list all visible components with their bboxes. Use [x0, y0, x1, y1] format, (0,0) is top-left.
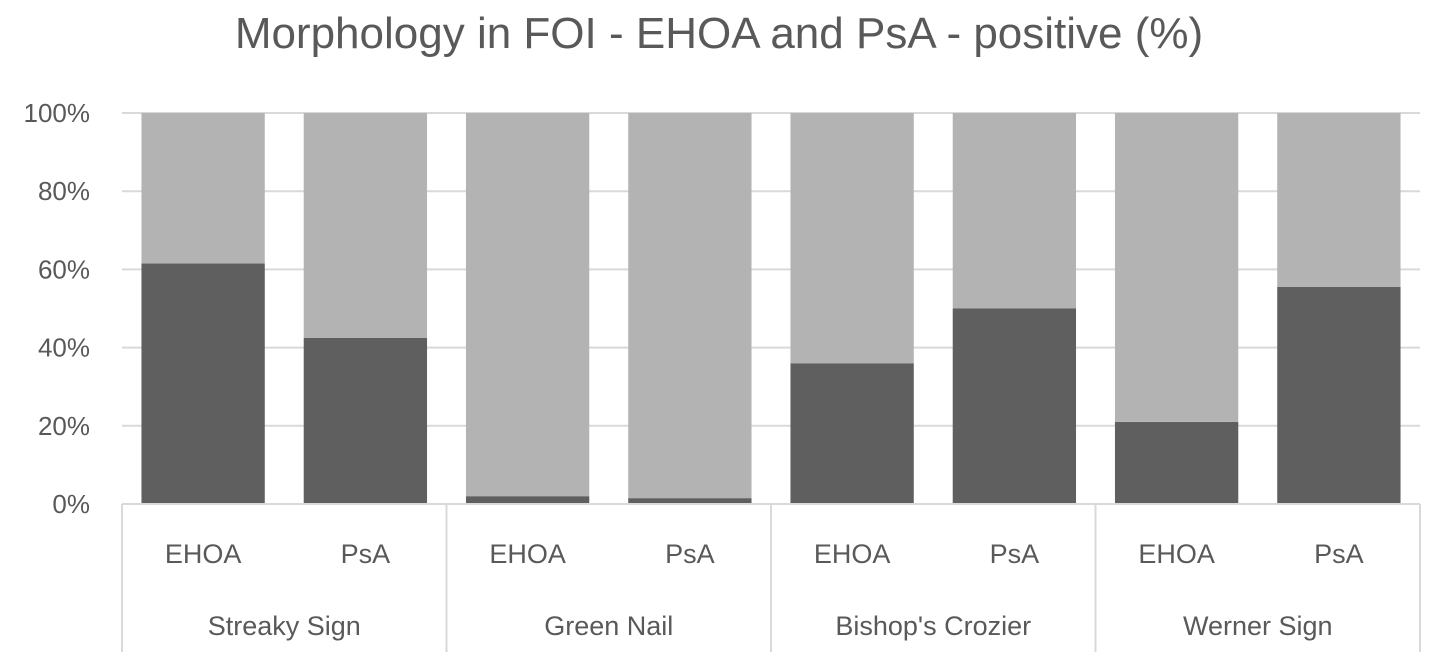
bar-segment-positive [1114, 421, 1239, 504]
x-axis: EHOA PsA EHOA PsA EHOA PsA EHOA PsA Streaky Sign… [121, 503, 1421, 652]
y-axis: 0% 20% 40% 60% 80% 100% [24, 98, 91, 519]
bar-segment-positive [790, 363, 914, 504]
x-category-label: EHOA [814, 539, 891, 569]
x-category-label: EHOA [165, 539, 242, 569]
y-tick-label: 40% [38, 333, 90, 363]
chart-title: Morphology in FOI - EHOA and PsA - posit… [235, 9, 1203, 58]
bars [141, 113, 1401, 504]
bar-segment-positive [952, 308, 1077, 504]
x-group-label: Bishop's Crozier [835, 611, 1031, 641]
bar-segment-remainder [303, 113, 428, 338]
y-tick-label: 100% [24, 98, 91, 128]
bar-segment-positive [141, 263, 265, 504]
bar-segment-positive [303, 337, 428, 504]
bar-segment-positive [628, 498, 752, 504]
bar-segment-remainder [465, 113, 590, 497]
bar-segment-remainder [628, 113, 752, 499]
bar-segment-remainder [952, 113, 1077, 309]
y-tick-label: 0% [52, 489, 90, 519]
bar-segment-positive [465, 496, 590, 504]
bar-segment-remainder [790, 113, 914, 364]
x-group-label: Werner Sign [1183, 611, 1333, 641]
y-tick-label: 60% [38, 254, 90, 284]
x-group-label: Green Nail [544, 611, 673, 641]
bar-segment-remainder [1277, 113, 1401, 287]
x-category-label: PsA [990, 539, 1040, 569]
x-category-label: EHOA [489, 539, 566, 569]
y-tick-label: 20% [38, 411, 90, 441]
bar-segment-remainder [1114, 113, 1239, 422]
bar-segment-positive [1277, 286, 1401, 504]
x-group-label: Streaky Sign [208, 611, 361, 641]
x-category-label: PsA [1314, 539, 1364, 569]
y-tick-label: 80% [38, 176, 90, 206]
bar-segment-remainder [141, 113, 265, 264]
x-category-label: PsA [665, 539, 715, 569]
x-category-label: PsA [341, 539, 391, 569]
x-category-label: EHOA [1138, 539, 1215, 569]
